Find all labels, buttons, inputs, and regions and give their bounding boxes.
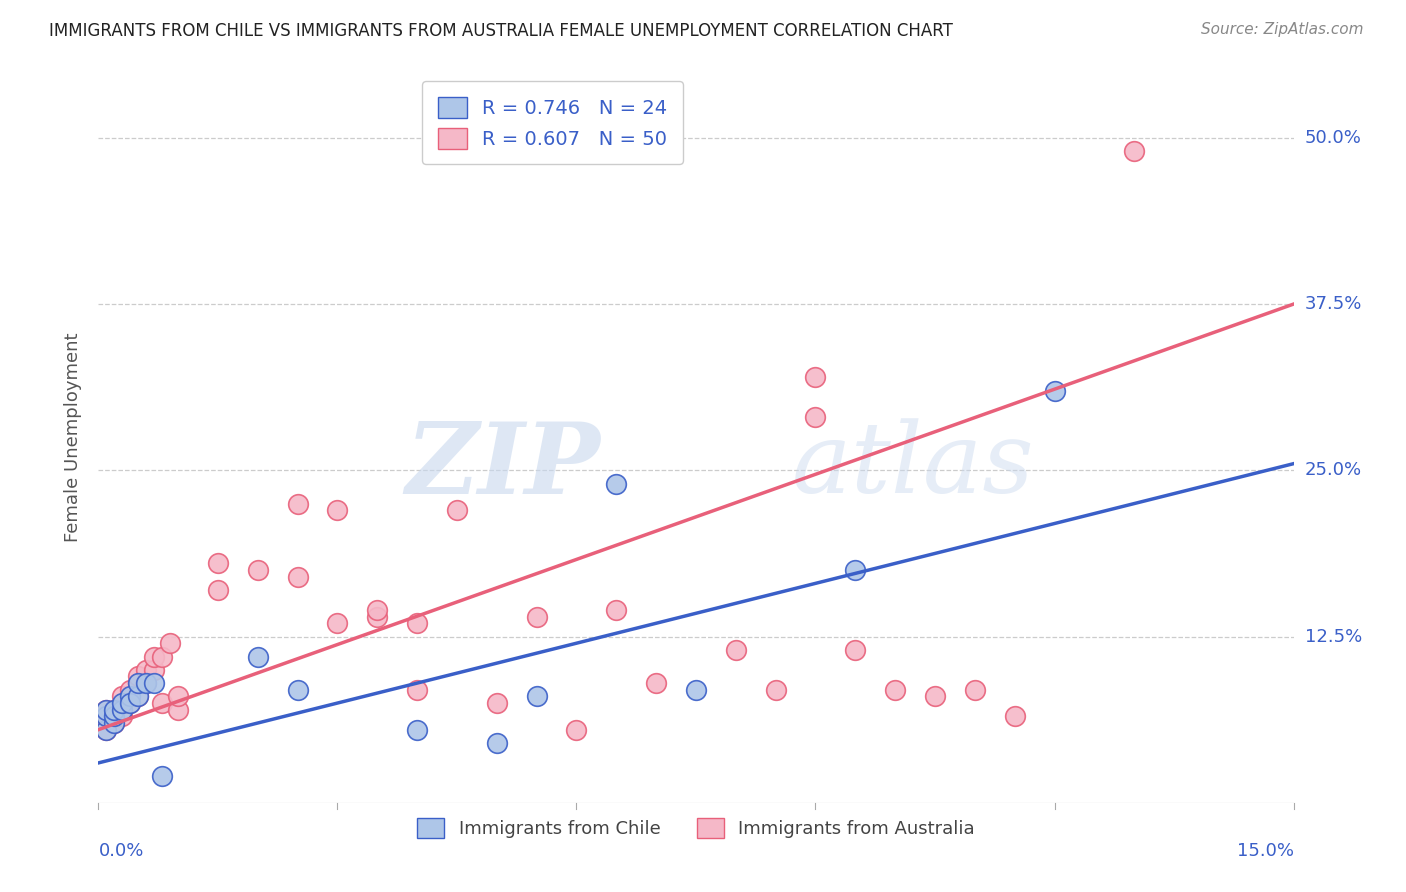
Point [804, 370, 827, 384]
Point [96, 709, 118, 723]
Text: 15.0%: 15.0% [1236, 842, 1294, 860]
Point [111, 709, 134, 723]
Point [103, 709, 125, 723]
Point [287, 497, 309, 511]
Point [111, 696, 134, 710]
Point [96, 703, 118, 717]
Point [167, 690, 190, 704]
Point [406, 616, 429, 631]
Point [127, 669, 149, 683]
Text: 12.5%: 12.5% [1305, 628, 1362, 646]
Point [685, 682, 707, 697]
Point [565, 723, 588, 737]
Text: IMMIGRANTS FROM CHILE VS IMMIGRANTS FROM AUSTRALIA FEMALE UNEMPLOYMENT CORRELATI: IMMIGRANTS FROM CHILE VS IMMIGRANTS FROM… [49, 22, 953, 40]
Point [526, 609, 548, 624]
Point [135, 676, 157, 690]
Legend: Immigrants from Chile, Immigrants from Australia: Immigrants from Chile, Immigrants from A… [411, 811, 981, 845]
Point [150, 696, 173, 710]
Point [127, 690, 149, 704]
Point [103, 703, 125, 717]
Point [135, 663, 157, 677]
Point [103, 703, 125, 717]
Point [246, 563, 269, 577]
Point [724, 643, 747, 657]
Point [96, 703, 118, 717]
Point [103, 716, 125, 731]
Point [150, 769, 173, 783]
Point [765, 682, 787, 697]
Point [143, 649, 166, 664]
Point [207, 557, 229, 571]
Point [167, 703, 190, 717]
Point [605, 476, 627, 491]
Point [150, 649, 173, 664]
Point [246, 649, 269, 664]
Point [406, 723, 429, 737]
Point [127, 676, 149, 690]
Point [127, 690, 149, 704]
Point [135, 676, 157, 690]
Point [120, 696, 142, 710]
Point [143, 676, 166, 690]
Point [207, 582, 229, 597]
Point [1123, 144, 1146, 158]
Point [96, 723, 118, 737]
Point [1004, 709, 1026, 723]
Point [326, 503, 349, 517]
Point [96, 723, 118, 737]
Point [143, 663, 166, 677]
Point [111, 703, 134, 717]
Point [287, 682, 309, 697]
Point [287, 570, 309, 584]
Point [159, 636, 181, 650]
Point [1043, 384, 1066, 398]
Point [963, 682, 986, 697]
Point [127, 676, 149, 690]
Point [844, 563, 866, 577]
Text: 25.0%: 25.0% [1305, 461, 1362, 479]
Point [120, 696, 142, 710]
Y-axis label: Female Unemployment: Female Unemployment [63, 333, 82, 541]
Point [446, 503, 468, 517]
Point [326, 616, 349, 631]
Text: atlas: atlas [792, 418, 1035, 514]
Point [96, 709, 118, 723]
Point [120, 690, 142, 704]
Point [103, 716, 125, 731]
Point [884, 682, 907, 697]
Point [111, 703, 134, 717]
Text: 0.0%: 0.0% [98, 842, 143, 860]
Point [804, 410, 827, 425]
Point [485, 696, 508, 710]
Point [366, 609, 388, 624]
Text: 37.5%: 37.5% [1305, 295, 1362, 313]
Point [645, 676, 668, 690]
Text: Source: ZipAtlas.com: Source: ZipAtlas.com [1201, 22, 1364, 37]
Text: 50.0%: 50.0% [1305, 128, 1361, 147]
Point [924, 690, 946, 704]
Point [406, 682, 429, 697]
Point [605, 603, 627, 617]
Point [120, 682, 142, 697]
Point [111, 690, 134, 704]
Point [526, 690, 548, 704]
Point [103, 709, 125, 723]
Text: ZIP: ZIP [405, 418, 600, 515]
Point [844, 643, 866, 657]
Point [366, 603, 388, 617]
Point [485, 736, 508, 750]
